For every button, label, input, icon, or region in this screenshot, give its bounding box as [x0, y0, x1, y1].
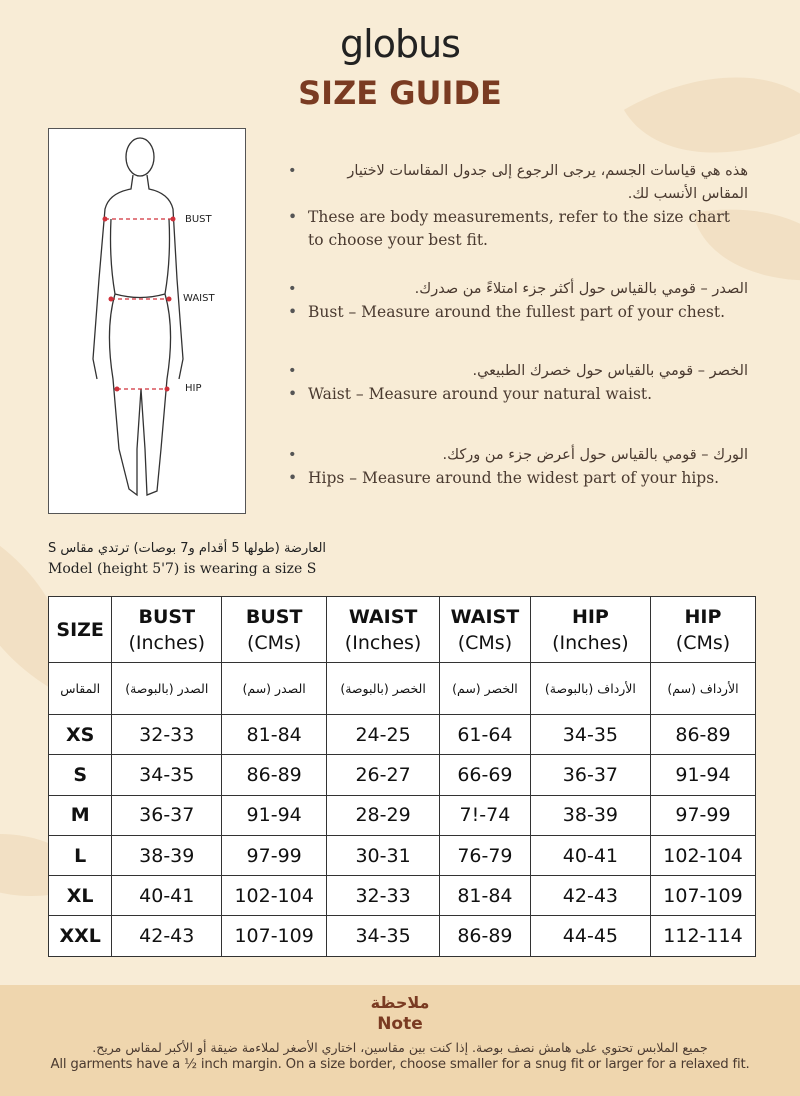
header-ar: الصدر (سم): [221, 662, 328, 715]
measurement-cell: 81-84: [221, 713, 328, 756]
note-section: ملاحظة Note جميع الملابس تحتوي على هامش …: [0, 985, 800, 1096]
header-row: SIZE BUST (Inches) BUST (CMs) WAIST (Inches…: [47, 596, 757, 663]
header-ar: الأرداف (بالبوصة): [529, 662, 651, 715]
header-hip-inches: HIP (Inches): [529, 596, 651, 663]
header-row-ar: المقاس الصدر (بالبوصة) الصدر (سم) الخصر …: [47, 662, 757, 715]
measurement-cell: 7!-74: [439, 794, 531, 836]
waist-label: WAIST: [183, 293, 215, 304]
measurement-cell: 91-94: [649, 754, 757, 796]
measurement-cell: 32-33: [111, 713, 223, 756]
header-waist-cms: WAIST (CMs): [439, 596, 531, 663]
measurement-cell: 32-33: [326, 875, 441, 917]
table-row: S 34-35 86-89 26-27 66-69 36-37 91-94: [47, 754, 757, 796]
model-info-en: Model (height 5'7) is wearing a size S: [48, 561, 317, 577]
note-text-en: All garments have a ½ inch margin. On a …: [50, 1057, 750, 1072]
size-cell: S: [47, 754, 113, 796]
measurement-cell: 28-29: [326, 794, 441, 836]
bullet-ar: الخصر – قومي بالقياس حول خصرك الطبيعي.: [288, 360, 748, 383]
measurement-cell: 102-104: [649, 834, 757, 877]
page-title: SIZE GUIDE: [298, 74, 502, 112]
bullet-ar: هذه هي قياسات الجسم، يرجى الرجوع إلى جدو…: [288, 160, 748, 206]
measurement-cell: 42-43: [111, 915, 223, 957]
note-title-en: Note: [377, 1014, 423, 1034]
model-info-ar: العارضة (طولها 5 أقدام و7 بوصات) ترتدي م…: [48, 541, 327, 556]
table-row: M 36-37 91-94 28-29 7!-74 38-39 97-99: [47, 794, 757, 836]
size-cell: XL: [47, 875, 113, 917]
measurement-cell: 38-39: [111, 834, 223, 877]
measurement-cell: 30-31: [326, 834, 441, 877]
measurement-cell: 36-37: [529, 754, 651, 796]
header-ar: الخصر (سم): [439, 662, 531, 715]
bullet-en: Hips – Measure around the widest part of…: [288, 467, 748, 490]
body-silhouette-icon: [92, 137, 184, 497]
size-cell: XS: [47, 713, 113, 756]
table-row: XXL 42-43 107-109 34-35 86-89 44-45 112-114: [47, 915, 757, 957]
measurement-instructions: هذه هي قياسات الجسم، يرجى الرجوع إلى جدو…: [288, 160, 748, 518]
table-row: L 38-39 97-99 30-31 76-79 40-41 102-104: [47, 834, 757, 877]
measurement-cell: 34-35: [529, 713, 651, 756]
measurement-cell: 26-27: [326, 754, 441, 796]
measurement-cell: 86-89: [221, 754, 328, 796]
measurement-cell: 36-37: [111, 794, 223, 836]
bullet-ar: الصدر – قومي بالقياس حول أكثر جزء امتلاء…: [288, 278, 748, 301]
header-ar: الصدر (بالبوصة): [111, 662, 223, 715]
table-row: XL 40-41 102-104 32-33 81-84 42-43 107-109: [47, 875, 757, 917]
measurement-cell: 91-94: [221, 794, 328, 836]
header-ar: الخصر (بالبوصة): [326, 662, 441, 715]
measurement-cell: 102-104: [221, 875, 328, 917]
measurement-cell: 97-99: [221, 834, 328, 877]
header-ar: الأرداف (سم): [649, 662, 757, 715]
bullet-en: Waist – Measure around your natural wais…: [288, 383, 748, 406]
size-cell: L: [47, 834, 113, 877]
header-bust-inches: BUST (Inches): [111, 596, 223, 663]
bullet-en: These are body measurements, refer to th…: [288, 206, 748, 252]
measurement-cell: 24-25: [326, 713, 441, 756]
header-ar: المقاس: [47, 662, 113, 715]
measurement-cell: 42-43: [529, 875, 651, 917]
header-waist-inches: WAIST (Inches): [326, 596, 441, 663]
note-text-ar: جميع الملابس تحتوي على هامش نصف بوصة. إذ…: [92, 1040, 708, 1055]
measurement-cell: 86-89: [439, 915, 531, 957]
hip-label: HIP: [185, 383, 202, 394]
measurement-cell: 40-41: [111, 875, 223, 917]
measurement-cell: 40-41: [529, 834, 651, 877]
brand-logo: globus: [340, 22, 461, 66]
measurement-cell: 97-99: [649, 794, 757, 836]
header-size: SIZE: [47, 596, 113, 663]
header-hip-cms: HIP (CMs): [649, 596, 757, 663]
bust-label: BUST: [185, 214, 212, 225]
measurement-cell: 66-69: [439, 754, 531, 796]
measurement-cell: 107-109: [221, 915, 328, 957]
measurement-cell: 86-89: [649, 713, 757, 756]
measurement-cell: 44-45: [529, 915, 651, 957]
measurement-cell: 61-64: [439, 713, 531, 756]
header-bust-cms: BUST (CMs): [221, 596, 328, 663]
size-cell: M: [47, 794, 113, 836]
measurement-cell: 81-84: [439, 875, 531, 917]
measurement-cell: 76-79: [439, 834, 531, 877]
measurement-cell: 112-114: [649, 915, 757, 957]
measurement-cell: 107-109: [649, 875, 757, 917]
table-row: XS 32-33 81-84 24-25 61-64 34-35 86-89: [47, 713, 757, 756]
size-cell: XXL: [47, 915, 113, 957]
bullet-ar: الورك – قومي بالقياس حول أعرض جزء من ورك…: [288, 444, 748, 467]
body-measurement-figure: BUST WAIST HIP: [48, 128, 246, 514]
measurement-cell: 34-35: [111, 754, 223, 796]
note-title-ar: ملاحظة: [370, 993, 430, 1012]
model-info: العارضة (طولها 5 أقدام و7 بوصات) ترتدي م…: [48, 538, 353, 580]
measurement-cell: 34-35: [326, 915, 441, 957]
bullet-en: Bust – Measure around the fullest part o…: [288, 301, 748, 324]
measurement-cell: 38-39: [529, 794, 651, 836]
size-chart-table: SIZE BUST (Inches) BUST (CMs) WAIST (Inches…: [47, 596, 757, 957]
